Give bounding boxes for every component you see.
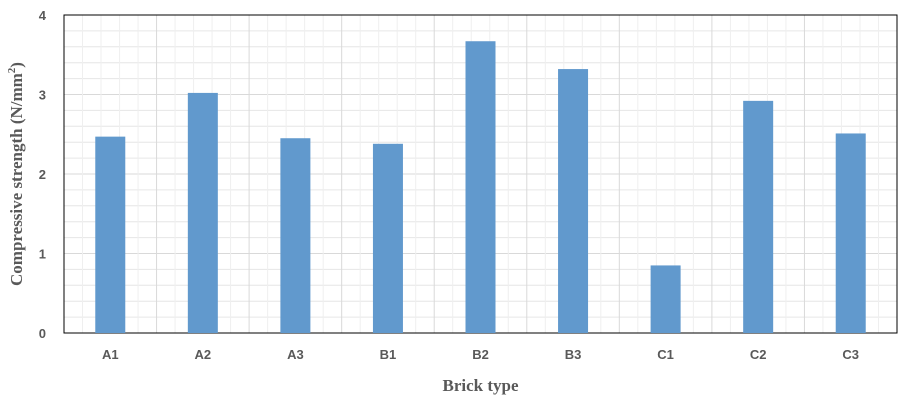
bar-C2 <box>743 100 774 333</box>
bar-C1 <box>650 265 681 333</box>
bars <box>95 41 866 334</box>
x-tick-label: C2 <box>750 347 767 362</box>
x-tick-label: C1 <box>657 347 674 362</box>
x-axis-title: Brick type <box>442 376 518 395</box>
y-axis-title-main: Compressive strength (N/mm <box>7 73 26 286</box>
y-tick-label: 1 <box>39 247 46 262</box>
x-tick-labels: A1 A2 A3 B1 B2 B3 C1 C2 C3 <box>102 347 859 362</box>
y-tick-label: 2 <box>39 167 46 182</box>
x-tick-label: B3 <box>565 347 582 362</box>
x-tick-label: A1 <box>102 347 119 362</box>
bar-A2 <box>187 92 218 333</box>
y-axis-title-superscript: 2 <box>6 67 18 73</box>
y-tick-label: 4 <box>39 8 47 23</box>
y-tick-label: 0 <box>39 326 46 341</box>
bar-A1 <box>95 136 126 333</box>
x-tick-label: A2 <box>195 347 212 362</box>
bar-C3 <box>835 133 866 333</box>
x-tick-label: B1 <box>380 347 397 362</box>
y-tick-label: 3 <box>39 88 46 103</box>
x-tick-label: C3 <box>842 347 859 362</box>
bar-B2 <box>465 41 496 334</box>
y-axis-title: Compressive strength (N/mm2) <box>6 62 26 286</box>
x-tick-label: B2 <box>472 347 489 362</box>
y-tick-labels: 0 1 2 3 4 <box>39 8 47 341</box>
bar-A3 <box>280 138 311 333</box>
y-axis-title-suffix: ) <box>7 62 26 68</box>
x-tick-label: A3 <box>287 347 304 362</box>
bar-B1 <box>372 143 403 333</box>
bar-B3 <box>558 69 589 333</box>
